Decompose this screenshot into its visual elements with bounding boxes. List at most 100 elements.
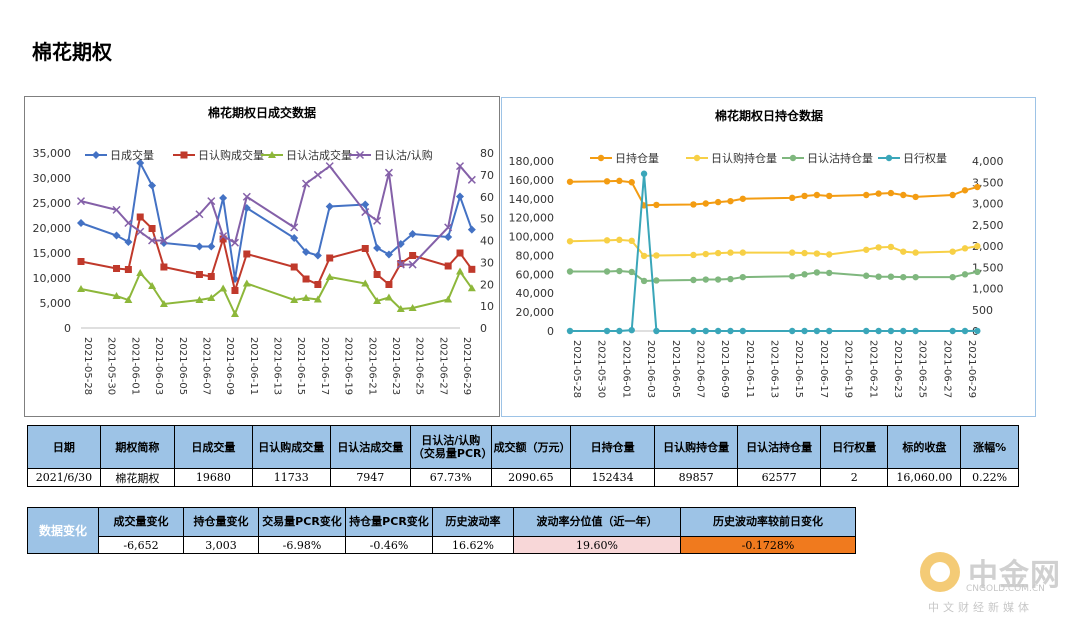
data-point: [361, 200, 370, 209]
x-tick-label: 2021-06-03: [153, 337, 164, 395]
data-point: [788, 194, 796, 202]
stats-header-cell: 期权简称: [99, 425, 175, 469]
data-point: [195, 296, 204, 303]
data-point: [136, 269, 145, 276]
x-tick-label: 2021-06-01: [620, 340, 631, 398]
y2-tick-label: 500: [972, 304, 993, 317]
data-point: [242, 279, 251, 287]
data-point: [603, 268, 611, 275]
data-point: [912, 193, 919, 201]
data-point: [887, 243, 895, 251]
data-point: [727, 249, 734, 256]
change-value-row: -6,652 3,003 -6.98% -0.46% 16.62% 19.60% -0.17…: [28, 536, 856, 554]
x-tick-label: 2021-06-21: [867, 340, 878, 398]
data-point: [739, 327, 747, 335]
series-1: [77, 213, 476, 295]
x-tick-label: 2021-06-09: [719, 340, 730, 398]
x-tick-label: 2021-06-19: [843, 340, 854, 398]
data-point: [826, 327, 833, 335]
data-point: [628, 237, 635, 245]
data-point: [325, 162, 334, 171]
data-point: [788, 327, 796, 335]
data-point: [875, 273, 882, 280]
data-point: [826, 251, 833, 258]
data-point: [900, 327, 907, 335]
data-point: [949, 248, 956, 255]
stats-header-cell: 日认沽持仓量: [737, 425, 822, 469]
data-point: [739, 273, 747, 281]
stats-header-cell: 日认购持仓量: [654, 425, 739, 469]
data-point: [219, 235, 227, 243]
data-point: [148, 225, 156, 232]
logo-domain: CNGOLD.COM.CN: [966, 584, 1045, 594]
data-point: [788, 273, 796, 280]
x-tick-label: 2021-06-29: [461, 337, 472, 395]
legend-label: 日认购持仓量: [711, 151, 777, 165]
change-value-cell: 19.60%: [513, 536, 681, 554]
data-point: [148, 282, 157, 289]
data-point: [887, 327, 895, 335]
data-point: [384, 250, 393, 259]
data-point: [603, 178, 611, 185]
x-tick-label: 2021-06-05: [177, 337, 188, 395]
legend-label: 日认沽成交量: [286, 148, 352, 162]
data-point: [302, 275, 310, 283]
data-point: [863, 246, 870, 253]
data-point: [714, 276, 722, 283]
legend-label: 日认购成交量: [198, 148, 264, 162]
y2-tick-label: 2,000: [972, 240, 1004, 253]
series-3: [76, 162, 476, 269]
data-point: [92, 151, 100, 159]
data-point: [195, 242, 204, 251]
data-point: [148, 236, 157, 245]
data-point: [361, 208, 370, 217]
data-point: [207, 273, 215, 280]
x-tick-label: 2021-06-15: [793, 340, 804, 398]
data-point: [653, 327, 660, 335]
series-2: [77, 267, 476, 317]
data-point: [468, 265, 476, 273]
stats-value-cell: 7947: [329, 468, 411, 487]
data-point: [826, 269, 833, 277]
data-point: [361, 279, 370, 287]
data-point: [949, 191, 956, 199]
y-tick-label: 0: [64, 322, 71, 335]
data-point: [813, 250, 821, 257]
y2-tick-label: 60: [480, 191, 494, 204]
data-point: [961, 327, 969, 335]
data-point: [396, 260, 405, 269]
y-tick-label: 15,000: [33, 247, 72, 260]
data-point: [243, 250, 251, 258]
data-change-label: 数据变化: [27, 507, 99, 554]
y-tick-label: 35,000: [33, 147, 72, 160]
data-point: [640, 252, 648, 260]
data-point: [603, 327, 611, 335]
stats-header-cell: 标的收盘: [887, 425, 962, 469]
data-point: [693, 154, 701, 162]
change-header-cell: 持仓量变化: [183, 507, 259, 537]
x-tick-label: 2021-06-11: [248, 337, 259, 395]
x-tick-label: 2021-05-28: [571, 340, 582, 398]
data-point: [409, 252, 417, 259]
stats-value-cell: 19680: [173, 468, 253, 487]
x-tick-label: 2021-05-30: [106, 337, 117, 395]
data-point: [136, 159, 145, 167]
data-point: [653, 252, 660, 259]
data-point: [813, 269, 821, 276]
data-point: [325, 202, 334, 211]
x-tick-label: 2021-06-27: [437, 337, 448, 395]
x-tick-label: 2021-06-01: [129, 337, 140, 395]
legend-label: 日行权量: [903, 152, 947, 165]
y-tick-label: 5,000: [40, 297, 72, 310]
data-point: [727, 327, 734, 335]
stats-value-cell: 89857: [654, 468, 739, 487]
stats-value-cell: 棉花期权: [99, 468, 175, 487]
change-value-cell: 3,003: [183, 536, 259, 554]
data-point: [690, 327, 697, 335]
data-point: [444, 262, 452, 270]
data-point: [456, 267, 464, 275]
data-point: [826, 192, 833, 200]
y2-tick-label: 1,000: [972, 283, 1004, 296]
y-tick-label: 0: [547, 325, 554, 338]
data-point: [219, 194, 228, 202]
